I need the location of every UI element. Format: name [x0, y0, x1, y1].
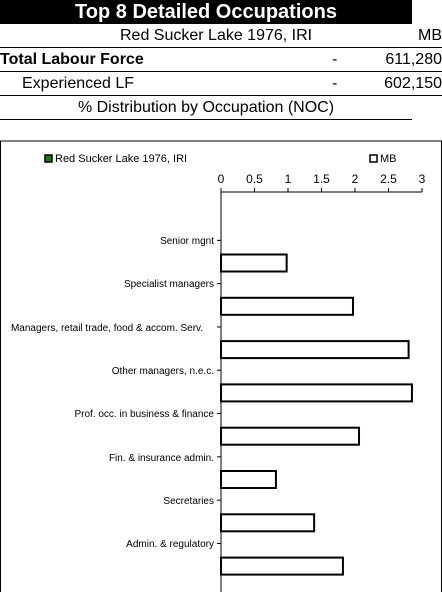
- bar: [220, 253, 288, 273]
- category-label: Other managers, n.e.c.: [111, 365, 214, 377]
- x-tick-label: 1.5: [313, 172, 330, 186]
- legend-swatch: [44, 154, 53, 163]
- bar: [220, 296, 354, 316]
- row-label: Total Labour Force: [0, 51, 144, 68]
- section-title: % Distribution by Occupation (NOC): [77, 99, 335, 116]
- category-label: Specialist managers: [123, 279, 214, 291]
- x-tick-label: 2.5: [380, 172, 397, 186]
- bar: [220, 426, 361, 446]
- bar: [220, 470, 277, 489]
- x-tick-label: 2: [352, 172, 359, 186]
- bar: [220, 513, 316, 533]
- category-label: Managers, retail trade, food & accom. Se…: [10, 322, 204, 334]
- x-tick-label: 0.5: [246, 172, 263, 186]
- legend-swatch: [369, 154, 378, 163]
- region-value: -: [332, 75, 338, 92]
- data-row: Experienced LF - 602,150: [0, 72, 442, 96]
- province-value: 602,150: [384, 75, 442, 92]
- category-label: Senior mgnt: [160, 236, 214, 247]
- category-label: Prof. occ. in business & finance: [74, 409, 214, 421]
- x-tick-label: 0: [218, 172, 225, 186]
- province-name: MB: [418, 27, 442, 44]
- header-row: Red Sucker Lake 1976, IRI MB: [0, 24, 442, 48]
- legend-label: Red Sucker Lake 1976, IRI: [55, 153, 187, 165]
- region-value: -: [332, 51, 338, 68]
- category-label: Admin. & regulatory: [126, 539, 214, 551]
- category-label: Fin. & insurance admin.: [108, 452, 214, 464]
- region-name: Red Sucker Lake 1976, IRI: [120, 27, 313, 44]
- title: Top 8 Detailed Occupations: [0, 0, 412, 24]
- x-tick-label: 1: [285, 172, 292, 186]
- data-row: Total Labour Force - 611,280: [0, 48, 442, 72]
- x-tick-label: 3: [419, 172, 426, 186]
- bar: [220, 340, 410, 360]
- row-label: Experienced LF: [22, 75, 135, 92]
- category-label: Secretaries: [163, 495, 214, 507]
- bar: [220, 383, 413, 403]
- bar: [220, 556, 344, 576]
- province-value: 611,280: [385, 51, 442, 68]
- legend-label: MB: [380, 153, 397, 165]
- section-row: % Distribution by Occupation (NOC): [0, 96, 412, 120]
